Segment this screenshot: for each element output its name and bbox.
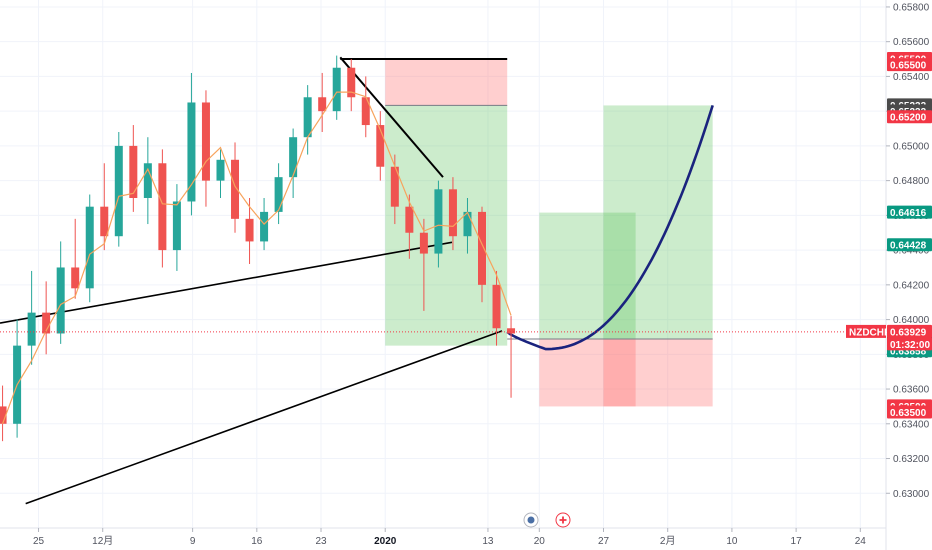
price-badge: 0.64616 bbox=[890, 208, 927, 219]
price-tick-label: 0.63000 bbox=[893, 489, 930, 500]
price-badge-bg bbox=[887, 205, 932, 219]
price-badge: 0.64428 bbox=[890, 241, 927, 252]
candle-body bbox=[507, 328, 516, 334]
bottom-trendline[interactable] bbox=[25, 330, 503, 505]
candle-body bbox=[187, 102, 196, 202]
price-tick-label: 0.63600 bbox=[893, 385, 930, 396]
candle-body bbox=[361, 97, 370, 126]
time-tick-label: 2020 bbox=[374, 536, 397, 547]
time-tick-label: 23 bbox=[315, 536, 327, 547]
long2-target-zone[interactable] bbox=[603, 105, 713, 340]
candle-body bbox=[100, 206, 109, 237]
long1-stop-zone[interactable] bbox=[539, 339, 636, 407]
time-tick-label: 12月 bbox=[92, 535, 113, 547]
candle-body bbox=[463, 211, 472, 237]
time-tick-label: 20 bbox=[534, 536, 546, 547]
price-tick-label: 0.65800 bbox=[893, 2, 930, 13]
candle-body bbox=[289, 137, 298, 178]
plus-icon bbox=[559, 516, 567, 524]
candle-body bbox=[85, 206, 94, 289]
candle-body bbox=[129, 145, 138, 198]
candle-body bbox=[114, 145, 123, 237]
candle-body bbox=[158, 163, 167, 251]
time-tick-label: 2月 bbox=[660, 535, 676, 547]
candle-body bbox=[42, 312, 51, 334]
price-tick-label: 0.64800 bbox=[893, 176, 930, 187]
moving-average-line bbox=[2, 91, 512, 425]
candle-body bbox=[0, 406, 7, 424]
candle-body bbox=[492, 284, 501, 329]
lower-trendline[interactable] bbox=[0, 241, 453, 324]
price-tick-label: 0.65600 bbox=[893, 37, 930, 48]
price-badge: 0.65500 bbox=[890, 61, 927, 72]
candle-body bbox=[201, 102, 210, 181]
price-axis[interactable]: 0.65800 0.65600 0.65400 0.65200 0.65000 0.648… bbox=[885, 0, 930, 550]
time-tick-label: 10 bbox=[726, 536, 738, 547]
current-price-badge: 0.63929 bbox=[890, 327, 927, 338]
countdown-badge-bg bbox=[887, 337, 932, 351]
candle-body bbox=[390, 166, 399, 207]
price-badge: 0.63500 bbox=[890, 408, 927, 419]
price-tick-label: 0.65400 bbox=[893, 72, 930, 83]
candle-body bbox=[172, 201, 181, 251]
symbol-badge: NZDCHF bbox=[849, 327, 890, 338]
price-tick-label: 0.63400 bbox=[893, 419, 930, 430]
short-stop-zone[interactable] bbox=[385, 59, 508, 106]
candle-body bbox=[27, 312, 36, 346]
price-badge: 0.65200 bbox=[890, 113, 927, 124]
candle-body bbox=[332, 67, 341, 112]
symbol-badge-bg bbox=[846, 324, 886, 338]
trendlines[interactable] bbox=[0, 56, 714, 505]
price-tick-label: 0.64200 bbox=[893, 280, 930, 291]
replay-icon bbox=[527, 516, 535, 524]
candle-body bbox=[376, 125, 385, 167]
price-tick-label: 0.65000 bbox=[893, 141, 930, 152]
time-tick-label: 25 bbox=[33, 536, 45, 547]
candles bbox=[0, 55, 516, 442]
downtrend-line[interactable] bbox=[339, 56, 444, 178]
projection-curve[interactable] bbox=[506, 104, 714, 351]
time-tick-label: 17 bbox=[791, 536, 803, 547]
candle-body bbox=[216, 159, 225, 181]
price-tick-label: 0.64000 bbox=[893, 315, 930, 326]
price-badge-bg bbox=[887, 405, 932, 419]
bottom-buttons[interactable] bbox=[523, 512, 571, 528]
candle-body bbox=[434, 189, 443, 254]
candle-body bbox=[448, 189, 457, 237]
time-tick-label: 24 bbox=[855, 536, 867, 547]
candle-body bbox=[347, 67, 356, 98]
candle-body bbox=[245, 218, 254, 242]
candle-body bbox=[303, 97, 312, 138]
long2-stop-zone[interactable] bbox=[603, 339, 713, 407]
candle-body bbox=[419, 232, 428, 254]
candle-body bbox=[260, 211, 269, 242]
candle-body bbox=[71, 267, 80, 289]
candle-body bbox=[477, 211, 486, 285]
candle-body bbox=[274, 177, 283, 212]
time-tick-label: 13 bbox=[482, 536, 494, 547]
time-tick-label: 27 bbox=[598, 536, 610, 547]
time-tick-label: 9 bbox=[190, 536, 196, 547]
countdown-badge: 01:32:00 bbox=[890, 340, 930, 351]
time-axis[interactable]: 25 12月 9 16 23 2020 13 20 27 2月 10 17 24 bbox=[0, 527, 886, 547]
long1-target-zone[interactable] bbox=[539, 212, 636, 340]
price-badge-bg bbox=[887, 58, 932, 72]
price-badge-bg bbox=[887, 110, 932, 124]
time-tick-label: 16 bbox=[251, 536, 263, 547]
candle-body bbox=[56, 267, 65, 334]
candle-body bbox=[405, 206, 414, 233]
current-price-badge-bg bbox=[887, 324, 932, 338]
candle-body bbox=[231, 159, 240, 219]
price-tick-label: 0.63200 bbox=[893, 454, 930, 465]
candle-body bbox=[143, 163, 152, 198]
price-badge: 0.63858 bbox=[890, 347, 927, 358]
price-badges: 0.655000.655000.652330.652330.652000.646… bbox=[846, 52, 932, 419]
candle-body bbox=[318, 97, 327, 112]
price-badge-bg bbox=[887, 238, 932, 252]
